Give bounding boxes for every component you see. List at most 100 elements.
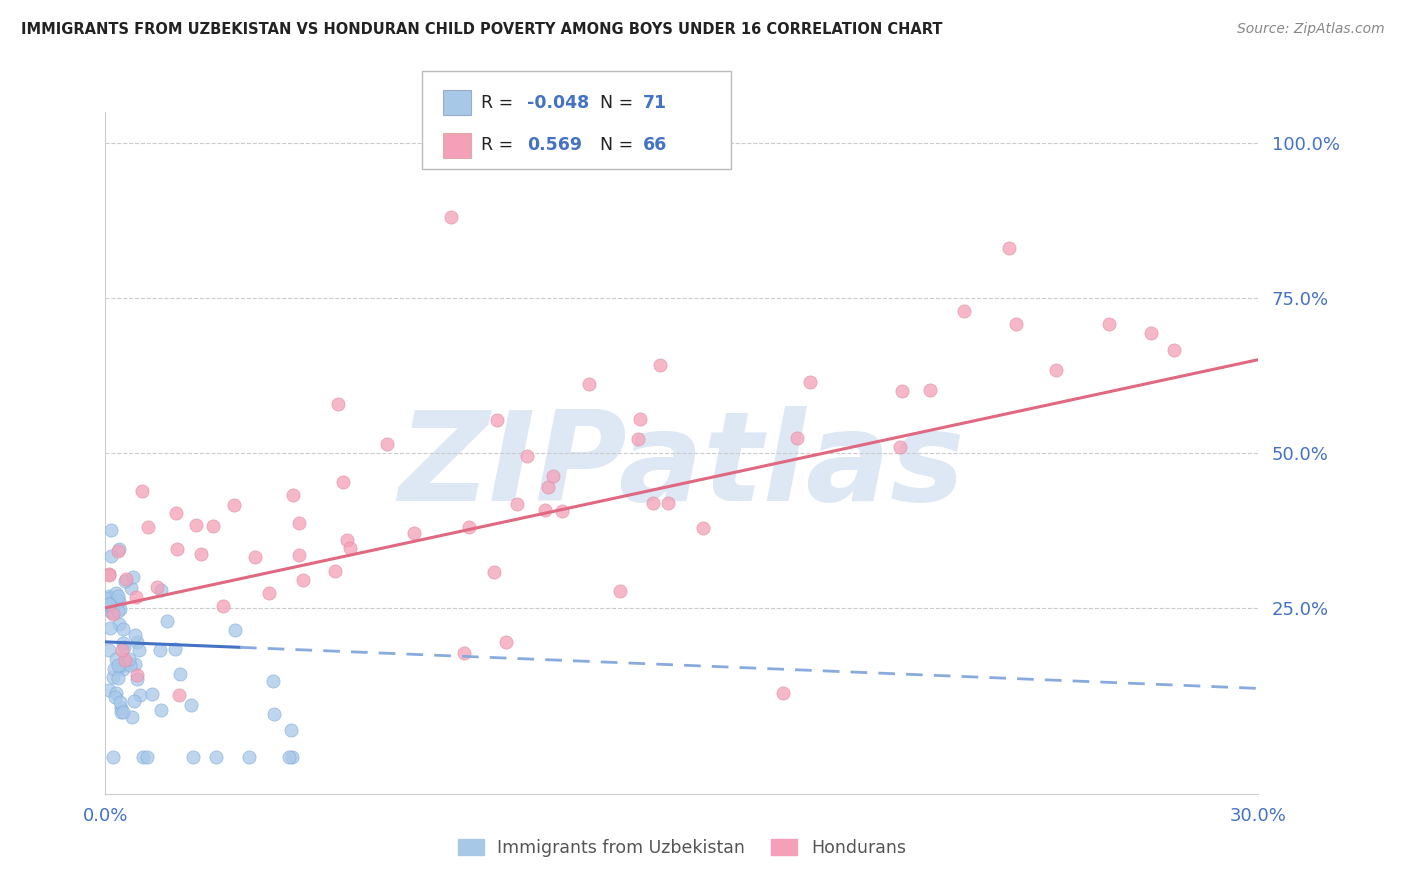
- Hondurans: [98, 568, 121, 582]
- Immigrants from Uzbekistan: [183, 749, 205, 764]
- Hondurans: [323, 564, 346, 578]
- Immigrants from Uzbekistan: [115, 657, 138, 671]
- Immigrants from Uzbekistan: [98, 643, 121, 657]
- Immigrants from Uzbekistan: [100, 549, 122, 563]
- Hondurans: [111, 643, 134, 657]
- Hondurans: [578, 377, 600, 392]
- Hondurans: [131, 483, 153, 498]
- Hondurans: [516, 449, 538, 463]
- Immigrants from Uzbekistan: [120, 657, 142, 672]
- Hondurans: [440, 210, 463, 224]
- Hondurans: [125, 667, 148, 681]
- Hondurans: [332, 475, 354, 490]
- Immigrants from Uzbekistan: [169, 667, 191, 681]
- Hondurans: [107, 543, 129, 558]
- Hondurans: [952, 303, 974, 318]
- Immigrants from Uzbekistan: [108, 657, 131, 672]
- Immigrants from Uzbekistan: [120, 582, 142, 596]
- Immigrants from Uzbekistan: [110, 659, 132, 673]
- Hondurans: [1045, 363, 1067, 377]
- Hondurans: [115, 573, 138, 587]
- Immigrants from Uzbekistan: [98, 590, 121, 604]
- Immigrants from Uzbekistan: [205, 749, 228, 764]
- Hondurans: [257, 585, 280, 599]
- Hondurans: [326, 397, 349, 411]
- Immigrants from Uzbekistan: [110, 700, 132, 714]
- Immigrants from Uzbekistan: [149, 643, 172, 657]
- Hondurans: [101, 607, 124, 621]
- Immigrants from Uzbekistan: [100, 605, 122, 619]
- Hondurans: [453, 647, 475, 661]
- Text: N =: N =: [600, 136, 640, 154]
- Hondurans: [292, 573, 315, 587]
- Hondurans: [287, 549, 309, 563]
- Immigrants from Uzbekistan: [156, 614, 179, 628]
- Hondurans: [627, 432, 650, 446]
- Immigrants from Uzbekistan: [103, 662, 125, 676]
- Immigrants from Uzbekistan: [107, 590, 129, 604]
- Immigrants from Uzbekistan: [110, 705, 132, 719]
- Immigrants from Uzbekistan: [141, 687, 163, 701]
- Hondurans: [609, 584, 631, 599]
- Hondurans: [190, 547, 212, 561]
- Text: 66: 66: [643, 136, 666, 154]
- Immigrants from Uzbekistan: [136, 749, 159, 764]
- Immigrants from Uzbekistan: [101, 670, 124, 684]
- Immigrants from Uzbekistan: [280, 723, 302, 738]
- Hondurans: [551, 504, 574, 518]
- Immigrants from Uzbekistan: [111, 662, 134, 676]
- Immigrants from Uzbekistan: [98, 591, 121, 605]
- Text: IMMIGRANTS FROM UZBEKISTAN VS HONDURAN CHILD POVERTY AMONG BOYS UNDER 16 CORRELA: IMMIGRANTS FROM UZBEKISTAN VS HONDURAN C…: [21, 22, 942, 37]
- Hondurans: [628, 411, 651, 425]
- Hondurans: [402, 525, 425, 540]
- Immigrants from Uzbekistan: [281, 749, 304, 764]
- Hondurans: [1163, 343, 1185, 358]
- Immigrants from Uzbekistan: [105, 592, 128, 607]
- Hondurans: [201, 518, 224, 533]
- Immigrants from Uzbekistan: [111, 622, 134, 636]
- Hondurans: [375, 436, 398, 450]
- Immigrants from Uzbekistan: [105, 586, 128, 600]
- Hondurans: [457, 520, 479, 534]
- Hondurans: [657, 496, 679, 510]
- Hondurans: [184, 517, 207, 532]
- Immigrants from Uzbekistan: [127, 634, 149, 648]
- Immigrants from Uzbekistan: [163, 642, 186, 657]
- Hondurans: [997, 241, 1019, 255]
- Hondurans: [891, 384, 914, 399]
- Immigrants from Uzbekistan: [262, 674, 284, 689]
- Hondurans: [167, 688, 190, 702]
- Hondurans: [138, 520, 160, 534]
- Text: 71: 71: [643, 94, 666, 112]
- Immigrants from Uzbekistan: [110, 601, 132, 615]
- Immigrants from Uzbekistan: [98, 599, 121, 613]
- Hondurans: [98, 566, 121, 581]
- Immigrants from Uzbekistan: [128, 643, 150, 657]
- Hondurans: [339, 541, 361, 556]
- Immigrants from Uzbekistan: [108, 617, 131, 632]
- Hondurans: [166, 541, 188, 556]
- Immigrants from Uzbekistan: [111, 705, 134, 719]
- Hondurans: [506, 497, 529, 511]
- Immigrants from Uzbekistan: [124, 628, 146, 642]
- Hondurans: [495, 634, 517, 648]
- Hondurans: [918, 383, 941, 397]
- Hondurans: [650, 358, 672, 372]
- Immigrants from Uzbekistan: [112, 636, 135, 650]
- Immigrants from Uzbekistan: [114, 574, 136, 589]
- Hondurans: [543, 469, 565, 483]
- Immigrants from Uzbekistan: [104, 686, 127, 700]
- Immigrants from Uzbekistan: [98, 597, 121, 611]
- Immigrants from Uzbekistan: [122, 570, 145, 584]
- Hondurans: [336, 533, 359, 548]
- Immigrants from Uzbekistan: [98, 683, 121, 698]
- Immigrants from Uzbekistan: [112, 640, 135, 655]
- Immigrants from Uzbekistan: [121, 710, 143, 724]
- Hondurans: [165, 507, 187, 521]
- Legend: Immigrants from Uzbekistan, Hondurans: Immigrants from Uzbekistan, Hondurans: [450, 831, 914, 863]
- Immigrants from Uzbekistan: [129, 688, 152, 702]
- Hondurans: [799, 375, 821, 389]
- Text: 0.569: 0.569: [527, 136, 582, 154]
- Immigrants from Uzbekistan: [124, 657, 146, 671]
- Hondurans: [1139, 326, 1161, 341]
